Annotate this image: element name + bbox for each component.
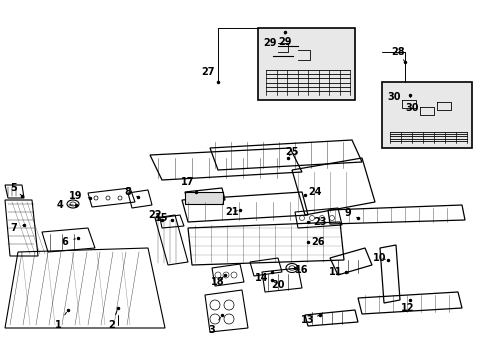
- Text: 14: 14: [255, 272, 271, 283]
- Text: 17: 17: [181, 177, 196, 192]
- Text: 8: 8: [124, 187, 138, 197]
- Text: 29: 29: [263, 38, 276, 48]
- Text: 19: 19: [69, 191, 90, 201]
- Text: 21: 21: [225, 207, 238, 217]
- Text: 10: 10: [372, 253, 386, 263]
- Bar: [381, 82, 471, 148]
- Text: 6: 6: [61, 237, 75, 247]
- Text: 15: 15: [155, 213, 172, 223]
- Text: 13: 13: [301, 315, 319, 325]
- Text: 26: 26: [307, 237, 324, 247]
- Text: 30: 30: [386, 92, 400, 102]
- Bar: [258, 28, 354, 100]
- Text: 11: 11: [328, 267, 346, 277]
- Text: 2: 2: [108, 311, 117, 330]
- Text: 9: 9: [344, 208, 357, 218]
- Text: 18: 18: [211, 277, 224, 287]
- Text: 12: 12: [401, 300, 414, 313]
- Text: 28: 28: [390, 47, 404, 62]
- Text: 25: 25: [285, 147, 298, 157]
- Text: 20: 20: [271, 280, 284, 290]
- Text: 30: 30: [405, 95, 418, 113]
- Text: 4: 4: [57, 200, 73, 210]
- Text: 7: 7: [11, 223, 24, 233]
- Text: 23: 23: [307, 217, 326, 227]
- Text: 1: 1: [55, 312, 66, 330]
- Text: 3: 3: [208, 317, 220, 335]
- Bar: [184, 192, 223, 204]
- Text: 27: 27: [201, 67, 218, 82]
- Text: 16: 16: [295, 265, 308, 275]
- Text: 29: 29: [278, 32, 291, 47]
- Text: 22: 22: [148, 210, 162, 220]
- Text: 5: 5: [11, 183, 22, 196]
- Text: 24: 24: [305, 187, 321, 197]
